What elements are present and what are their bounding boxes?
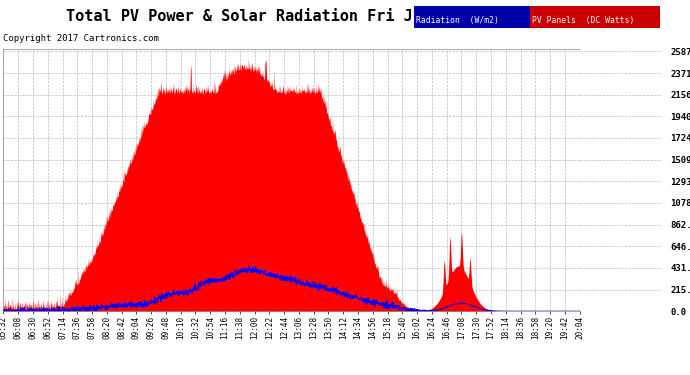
Text: PV Panels  (DC Watts): PV Panels (DC Watts) xyxy=(532,16,634,26)
Text: Total PV Power & Solar Radiation Fri Jul 21 20:07: Total PV Power & Solar Radiation Fri Jul… xyxy=(66,9,513,24)
Text: Copyright 2017 Cartronics.com: Copyright 2017 Cartronics.com xyxy=(3,34,159,43)
Text: Radiation  (W/m2): Radiation (W/m2) xyxy=(416,16,499,26)
